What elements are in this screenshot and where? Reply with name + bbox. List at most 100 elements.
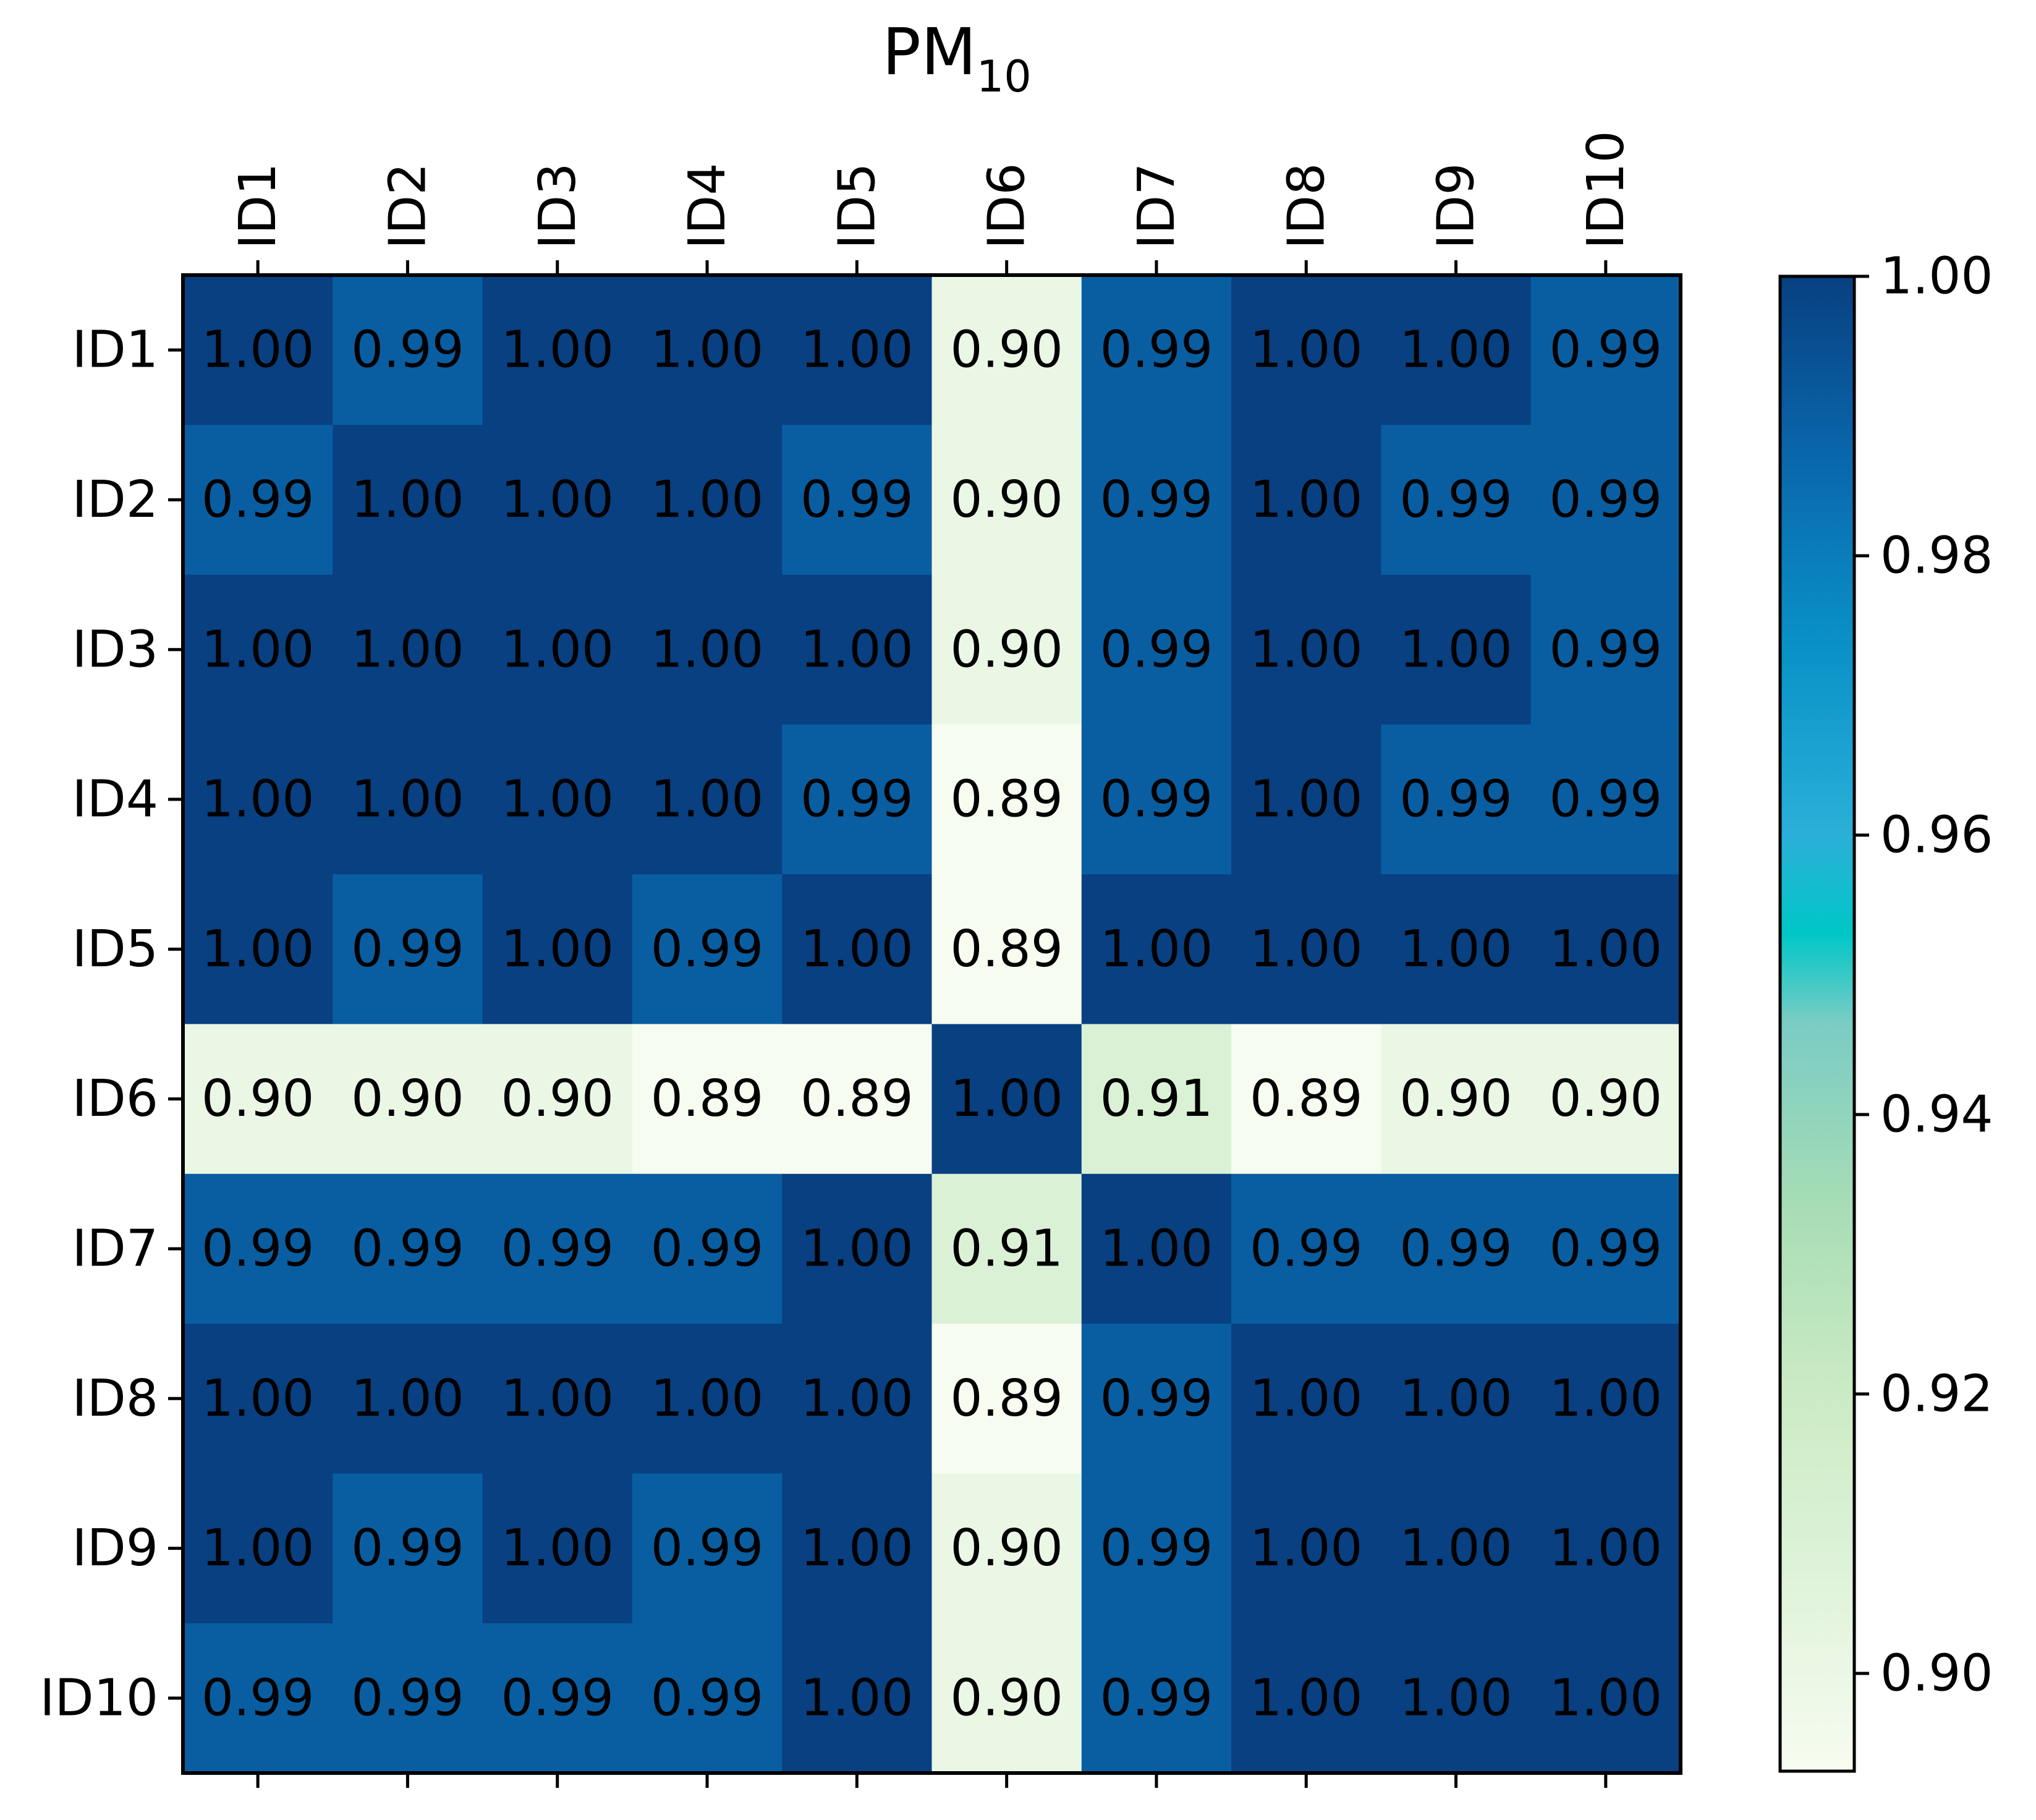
cell-value-label: 1.00 xyxy=(1250,470,1363,529)
cell-value-label: 1.00 xyxy=(1399,920,1512,979)
heatmap-cell-ID7-ID9 xyxy=(1381,1173,1532,1324)
cell-value-label: 0.89 xyxy=(950,920,1063,979)
heatmap-cell-ID5-ID9 xyxy=(1381,874,1532,1024)
heatmap-cell-ID3-ID8 xyxy=(1231,574,1381,725)
cell-value-label: 1.00 xyxy=(201,1369,315,1428)
heatmap-cell-ID7-ID5 xyxy=(782,1173,932,1324)
heatmap-cell-ID3-ID6 xyxy=(931,574,1082,725)
heatmap-cell-ID6-ID4 xyxy=(632,1024,783,1175)
heatmap-cell-ID6-ID1 xyxy=(183,1024,333,1175)
heatmap-cell-ID4-ID10 xyxy=(1530,724,1681,875)
cell-value-label: 1.00 xyxy=(201,1519,315,1578)
cell-value-label: 1.00 xyxy=(351,620,464,679)
heatmap-cell-ID9-ID10 xyxy=(1530,1473,1681,1624)
cell-value-label: 0.91 xyxy=(1100,1069,1213,1128)
heatmap-cell-ID6-ID6 xyxy=(931,1024,1082,1175)
cell-value-label: 0.90 xyxy=(950,1519,1063,1578)
cell-value-label: 0.99 xyxy=(1550,321,1663,380)
cell-value-label: 1.00 xyxy=(1250,620,1363,679)
heatmap-cell-ID6-ID10 xyxy=(1530,1024,1681,1175)
cell-value-label: 0.99 xyxy=(351,920,464,979)
cell-value-label: 0.90 xyxy=(351,1069,464,1128)
heatmap-cell-ID6-ID7 xyxy=(1081,1024,1232,1175)
cell-value-label: 1.00 xyxy=(651,620,764,679)
x-tick-label: ID3 xyxy=(528,163,587,250)
cell-value-label: 1.00 xyxy=(201,770,315,829)
heatmap-cell-ID7-ID1 xyxy=(183,1173,333,1324)
heatmap-cell-ID7-ID10 xyxy=(1530,1173,1681,1324)
cell-value-label: 0.99 xyxy=(201,1219,315,1278)
heatmap-cell-ID2-ID7 xyxy=(1081,425,1232,576)
heatmap-cell-ID3-ID10 xyxy=(1530,574,1681,725)
cell-value-label: 0.99 xyxy=(1100,470,1213,529)
heatmap-cell-ID8-ID10 xyxy=(1530,1324,1681,1474)
y-tick-label: ID4 xyxy=(72,770,159,829)
cell-value-label: 1.00 xyxy=(800,620,914,679)
cell-value-label: 1.00 xyxy=(1399,1669,1512,1727)
cell-value-label: 1.00 xyxy=(501,770,614,829)
cell-value-label: 0.99 xyxy=(1399,470,1512,529)
cell-value-label: 0.90 xyxy=(950,321,1063,380)
cell-value-label: 1.00 xyxy=(651,470,764,529)
heatmap-cell-ID4-ID3 xyxy=(482,724,633,875)
heatmap-cell-ID6-ID9 xyxy=(1381,1024,1532,1175)
heatmap-cell-ID8-ID5 xyxy=(782,1324,932,1474)
cell-value-label: 1.00 xyxy=(501,920,614,979)
cell-value-label: 0.89 xyxy=(1250,1069,1363,1128)
heatmap-cell-ID10-ID4 xyxy=(632,1623,783,1774)
heatmap-cell-ID2-ID2 xyxy=(333,425,483,576)
cell-value-label: 0.99 xyxy=(201,470,315,529)
chart-title-subscript: 10 xyxy=(977,51,1032,102)
cell-value-label: 0.99 xyxy=(351,1219,464,1278)
cell-value-label: 1.00 xyxy=(950,1069,1063,1128)
heatmap-cell-ID3-ID7 xyxy=(1081,574,1232,725)
heatmap-cell-ID7-ID3 xyxy=(482,1173,633,1324)
cell-value-label: 1.00 xyxy=(1399,321,1512,380)
colorbar-tick-label: 0.96 xyxy=(1880,806,1993,864)
heatmap-cell-ID9-ID7 xyxy=(1081,1473,1232,1624)
heatmap-cell-ID9-ID6 xyxy=(931,1473,1082,1624)
chart-title-main: PM xyxy=(882,14,976,90)
x-tick-label: ID2 xyxy=(378,163,437,250)
heatmap-cell-ID2-ID5 xyxy=(782,425,932,576)
colorbar-gradient xyxy=(1778,274,1856,1773)
cell-value-label: 0.99 xyxy=(1399,1219,1512,1278)
cell-value-label: 1.00 xyxy=(800,1219,914,1278)
heatmap-cell-ID1-ID6 xyxy=(931,275,1082,425)
cell-value-label: 1.00 xyxy=(800,1369,914,1428)
cell-value-label: 0.99 xyxy=(351,321,464,380)
colorbar-tick-label: 0.92 xyxy=(1880,1364,1993,1423)
heatmap-cell-ID10-ID7 xyxy=(1081,1623,1232,1774)
cell-value-label: 0.90 xyxy=(950,1669,1063,1727)
cell-value-label: 1.00 xyxy=(501,321,614,380)
heatmap-cell-ID3-ID5 xyxy=(782,574,932,725)
heatmap-cell-ID1-ID7 xyxy=(1081,275,1232,425)
heatmap-cell-ID3-ID9 xyxy=(1381,574,1532,725)
heatmap-cell-ID2-ID4 xyxy=(632,425,783,576)
cell-value-label: 0.89 xyxy=(800,1069,914,1128)
heatmap-cells xyxy=(183,275,1681,1774)
cell-value-label: 1.00 xyxy=(651,770,764,829)
heatmap-cell-ID10-ID1 xyxy=(183,1623,333,1774)
cell-value-label: 1.00 xyxy=(800,1669,914,1727)
heatmap-cell-ID8-ID2 xyxy=(333,1324,483,1474)
cell-value-label: 0.90 xyxy=(1550,1069,1663,1128)
cell-value-label: 1.00 xyxy=(1399,1369,1512,1428)
cell-value-label: 0.99 xyxy=(800,770,914,829)
heatmap-cell-ID2-ID8 xyxy=(1231,425,1381,576)
x-tick-label: ID7 xyxy=(1127,163,1186,250)
cell-value-label: 1.00 xyxy=(1550,920,1663,979)
heatmap-cell-ID6-ID5 xyxy=(782,1024,932,1175)
y-axis: ID1 ID2 ID3 ID4 ID5 ID6 ID7 ID8 ID9 ID10 xyxy=(40,321,183,1727)
heatmap-cell-ID4-ID6 xyxy=(931,724,1082,875)
cell-value-label: 0.99 xyxy=(1550,1219,1663,1278)
heatmap-cell-ID5-ID6 xyxy=(931,874,1082,1024)
cell-value-label: 0.99 xyxy=(1100,770,1213,829)
heatmap-cell-ID10-ID3 xyxy=(482,1623,633,1774)
heatmap-cell-ID1-ID10 xyxy=(1530,275,1681,425)
cell-value-label: 1.00 xyxy=(800,1519,914,1578)
cell-value-label: 1.00 xyxy=(201,920,315,979)
heatmap-cell-ID7-ID7 xyxy=(1081,1173,1232,1324)
heatmap-cell-ID5-ID3 xyxy=(482,874,633,1024)
